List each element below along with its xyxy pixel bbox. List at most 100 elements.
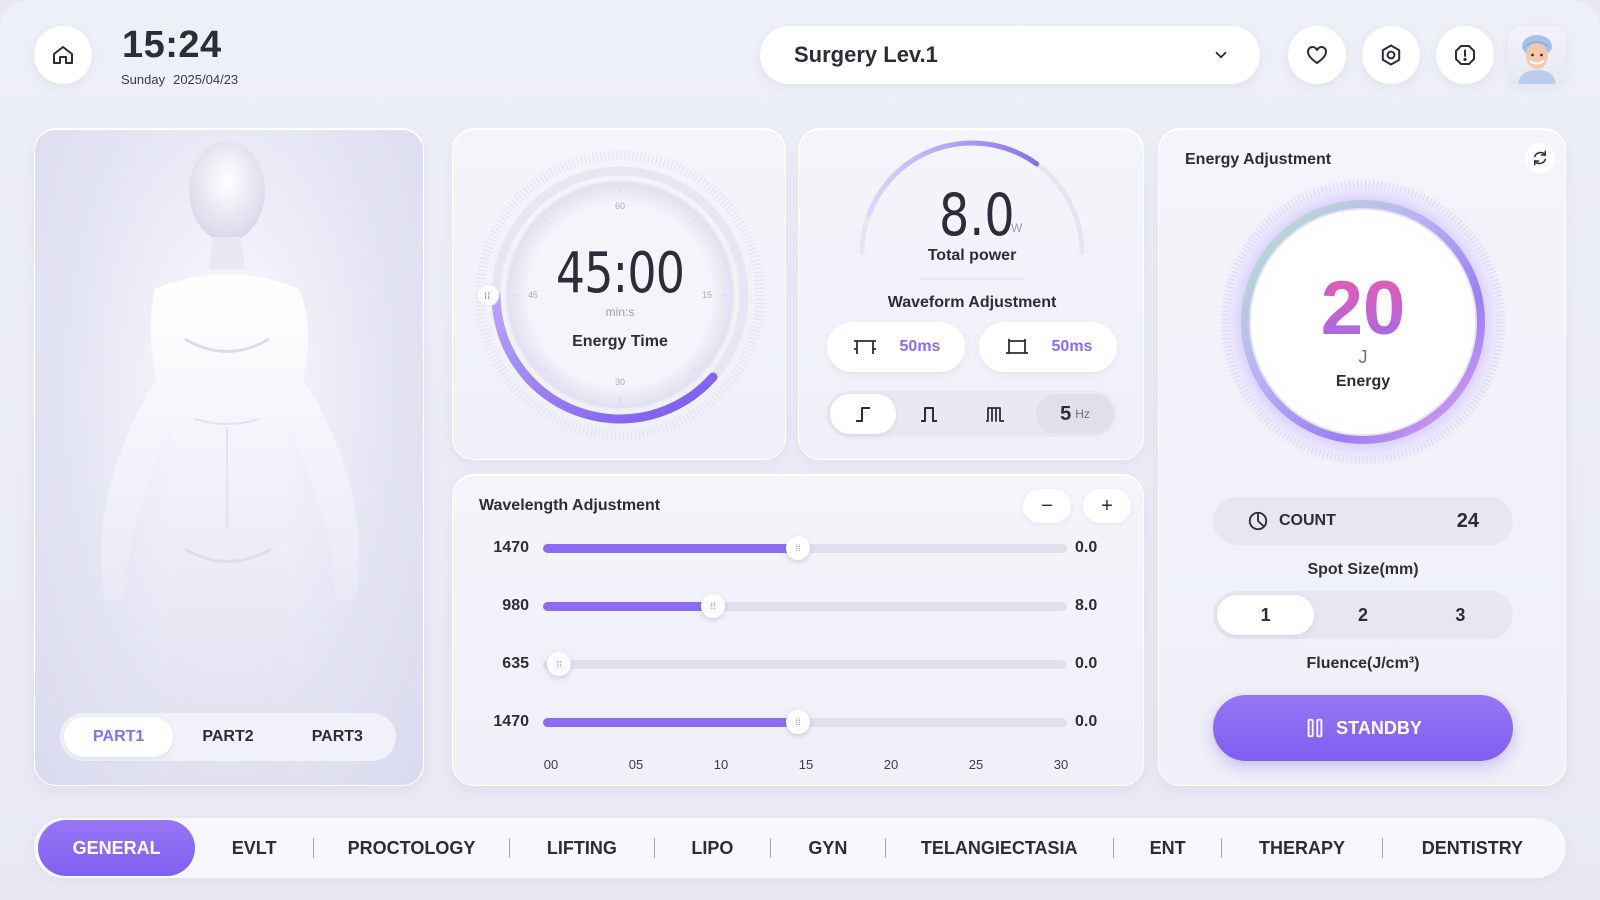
part-tab-3[interactable]: PART3 [311, 728, 363, 745]
pulse-interval-icon [1005, 339, 1028, 354]
nav-item-general[interactable]: GENERAL [38, 820, 196, 876]
energy-time-value: 45:00 [555, 241, 685, 306]
nav-divider [653, 838, 655, 858]
mode-select[interactable]: Surgery Lev.1 [760, 26, 1260, 84]
energy-time-unit: min:s [605, 305, 635, 319]
wavelength-axis: 00 05 10 15 20 25 30 [543, 757, 1068, 773]
energy-dial [1213, 172, 1513, 472]
multi-pulse-mode[interactable] [962, 394, 1028, 434]
axis-tick-label: 10 [713, 757, 729, 772]
fluence-label: Fluence(J/cm³) [1306, 655, 1420, 672]
home-icon [53, 46, 73, 64]
frequency-control[interactable]: 5 Hz [1036, 394, 1114, 434]
wavelength-row-value: 0.0 [1075, 539, 1098, 556]
alert-button[interactable] [1436, 26, 1494, 84]
wavelength-row-value: 8.0 [1075, 597, 1098, 614]
nav-item-lifting[interactable]: LIFTING [546, 837, 617, 858]
power-value: 8.0 [939, 181, 1015, 249]
pulse-off-button[interactable]: 50ms [979, 322, 1117, 372]
weekday: Sunday [121, 72, 166, 87]
settings-button[interactable] [1362, 26, 1420, 84]
nav-item-ent[interactable]: ENT [1149, 837, 1186, 858]
wavelength-slider-thumb[interactable]: ⁞⁞ [786, 710, 810, 734]
energy-value: 20 [1159, 265, 1567, 352]
avatar[interactable] [1508, 26, 1566, 84]
spot-size-label: Spot Size(mm) [1307, 561, 1419, 578]
wavelength-slider-track[interactable]: ⁞⁞ [543, 536, 1067, 560]
multi-pulse-icon [986, 407, 1004, 422]
energy-unit: J [1358, 347, 1368, 367]
alert-icon [1455, 45, 1475, 65]
clock: 15:24 [122, 24, 222, 66]
dial-label-45: 45 [528, 290, 538, 300]
nav-item-therapy[interactable]: THERAPY [1259, 837, 1346, 858]
nav-divider [312, 838, 314, 858]
dial-label-15: 15 [702, 290, 712, 300]
date: Sunday 2025/04/23 [121, 72, 246, 87]
wavelength-row-label: 980 [502, 597, 529, 614]
wavelength-slider-thumb[interactable]: ⁞⁞ [701, 594, 725, 618]
energy-time-handle[interactable] [476, 283, 500, 307]
energy-time-label: Energy Time [572, 333, 668, 350]
single-pulse-icon [856, 407, 870, 422]
spot-size-option-2[interactable]: 2 [1357, 604, 1368, 625]
wavelength-row-label: 1470 [493, 539, 529, 556]
part-tab-1[interactable]: PART1 [64, 717, 174, 757]
wavelength-slider-thumb[interactable]: ⁞⁞ [786, 536, 810, 560]
pulse-on-value: 50ms [899, 338, 941, 355]
wavelength-row-label: 635 [502, 655, 529, 672]
home-button[interactable] [34, 26, 92, 84]
mode-select-value: Surgery Lev.1 [794, 42, 938, 67]
wavelength-decrease-button[interactable]: − [1023, 489, 1071, 523]
power-waveform-panel: 8.0 W Total power Waveform Adjustment 50… [798, 128, 1144, 460]
pulse-icon [921, 407, 937, 422]
energy-adjustment-panel: Energy Adjustment [1158, 128, 1566, 786]
power-unit: W [1011, 221, 1023, 235]
nav-item-evlt[interactable]: EVLT [231, 837, 277, 858]
axis-tick-label: 15 [798, 757, 814, 772]
frequency-unit: Hz [1075, 407, 1090, 421]
energy-time-dial: ⁞⁞ 60 15 30 45 [475, 150, 765, 440]
nav-item-telangiectasia[interactable]: TELANGIECTASIA [920, 837, 1078, 858]
energy-time-panel: ⁞⁞ 60 15 30 45 45:00 min:s Energy Time [452, 128, 786, 460]
pulse-mode[interactable] [896, 394, 962, 434]
axis-tick-label: 00 [543, 757, 559, 772]
wavelength-increase-button[interactable]: + [1083, 489, 1131, 523]
dial-label-60: 60 [615, 201, 625, 211]
dial-label-30: 30 [615, 377, 625, 387]
nav-item-gyn[interactable]: GYN [808, 837, 848, 858]
part-tab-2[interactable]: PART2 [202, 728, 254, 745]
favorite-button[interactable] [1288, 26, 1346, 84]
svg-text:⁞⁞: ⁞⁞ [484, 291, 490, 302]
chevron-down-icon [1215, 51, 1227, 59]
axis-tick-label: 05 [628, 757, 644, 772]
nav-divider [1112, 838, 1114, 858]
pulse-on-button[interactable]: 50ms [827, 322, 965, 372]
standby-label: STANDBY [1336, 717, 1422, 738]
wavelength-row: 980 ⁞⁞ 8.0 [453, 591, 1145, 621]
spot-size-option-1[interactable]: 1 [1217, 595, 1315, 635]
body-part-tabs: PART1 PART2 PART3 [60, 713, 396, 761]
single-pulse-mode[interactable] [830, 394, 896, 434]
standby-button[interactable]: STANDBY [1213, 695, 1513, 761]
count-label: COUNT [1279, 512, 1336, 529]
axis-tick-label: 20 [883, 757, 899, 772]
nav-item-dentistry[interactable]: DENTISTRY [1421, 837, 1524, 858]
count-display: COUNT 24 [1213, 497, 1513, 545]
wavelength-slider-thumb[interactable]: ⁞⁞ [547, 652, 571, 676]
power-gauge [859, 140, 1085, 280]
body-figure-panel [34, 128, 424, 787]
nav-item-lipo[interactable]: LIPO [691, 837, 734, 858]
wavelength-slider-track[interactable]: ⁞⁞ [543, 710, 1067, 734]
spot-size-option-3[interactable]: 3 [1455, 604, 1466, 625]
frequency-value: 5 [1060, 402, 1072, 425]
refresh-button[interactable] [1525, 143, 1555, 173]
wavelength-slider-track[interactable]: ⁞⁞ [543, 652, 1067, 676]
axis-tick-label: 30 [1053, 757, 1069, 772]
nav-item-proctology[interactable]: PROCTOLOGY [347, 837, 476, 858]
nav-divider [1221, 838, 1223, 858]
energy-adjustment-title: Energy Adjustment [1185, 151, 1332, 168]
wavelength-slider-track[interactable]: ⁞⁞ [543, 594, 1067, 618]
wavelength-slider-fill [543, 602, 713, 611]
